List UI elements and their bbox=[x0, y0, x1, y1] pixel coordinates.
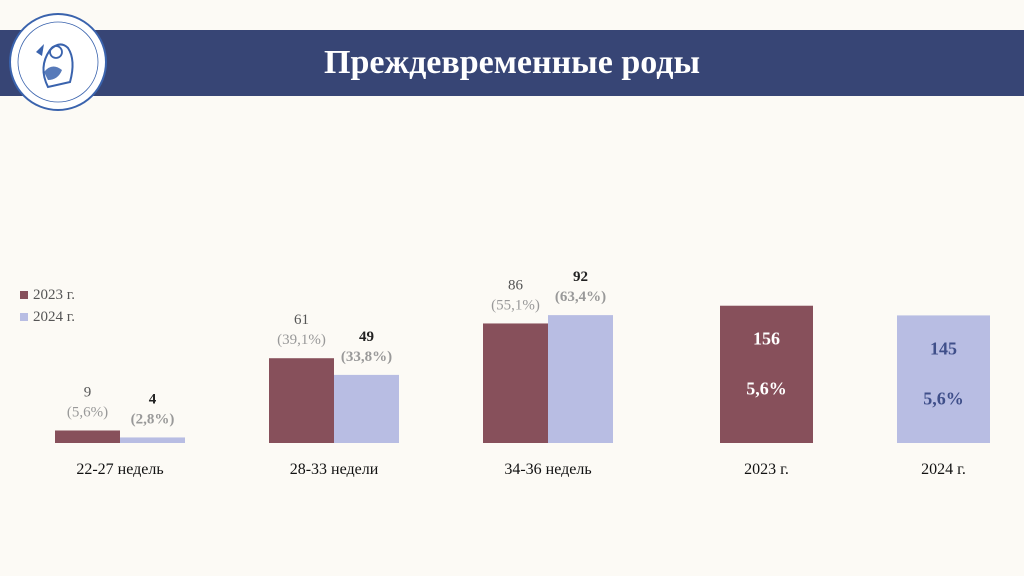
logo bbox=[9, 13, 107, 111]
legend-label-2023: 2023 г. bbox=[33, 286, 75, 303]
percent-label: (33,8%) bbox=[341, 349, 392, 365]
total-category-label: 2024 г. bbox=[921, 461, 966, 478]
value-label: 4 bbox=[149, 391, 157, 407]
total-bar-2023 bbox=[720, 305, 813, 443]
total-percent-label: 5,6% bbox=[923, 388, 964, 408]
bar-2024-1 bbox=[120, 437, 185, 443]
percent-label: (39,1%) bbox=[277, 332, 326, 348]
value-label: 9 bbox=[84, 384, 92, 400]
bar-2024-3 bbox=[548, 315, 613, 443]
category-label: 34-36 недель bbox=[504, 461, 591, 478]
total-percent-label: 5,6% bbox=[746, 379, 787, 399]
bar-2023-2 bbox=[269, 358, 334, 443]
legend-swatch-2023 bbox=[20, 291, 28, 299]
value-label: 92 bbox=[573, 269, 588, 285]
percent-label: (63,4%) bbox=[555, 289, 606, 305]
percent-label: (2,8%) bbox=[131, 411, 175, 427]
percent-label: (55,1%) bbox=[491, 297, 540, 313]
value-label: 86 bbox=[508, 277, 524, 293]
chart-legend: 2023 г. 2024 г. bbox=[20, 284, 75, 328]
total-bar-2024 bbox=[897, 315, 990, 443]
total-value-label: 156 bbox=[753, 329, 780, 349]
category-label: 28-33 недели bbox=[290, 461, 379, 478]
page-title: Преждевременные роды bbox=[324, 44, 700, 81]
value-label: 49 bbox=[359, 329, 374, 345]
header-bar bbox=[0, 30, 1024, 96]
legend-swatch-2024 bbox=[20, 313, 28, 321]
bar-2023-1 bbox=[55, 430, 120, 443]
total-value-label: 145 bbox=[930, 338, 957, 358]
bar-2023-3 bbox=[483, 323, 548, 443]
value-label: 61 bbox=[294, 312, 309, 328]
percent-label: (5,6%) bbox=[67, 404, 108, 420]
category-label: 22-27 недель bbox=[76, 461, 163, 478]
total-category-label: 2023 г. bbox=[744, 461, 789, 478]
legend-item-2024: 2024 г. bbox=[20, 306, 75, 328]
legend-item-2023: 2023 г. bbox=[20, 284, 75, 306]
legend-label-2024: 2024 г. bbox=[33, 308, 75, 325]
bar-2024-2 bbox=[334, 374, 399, 443]
